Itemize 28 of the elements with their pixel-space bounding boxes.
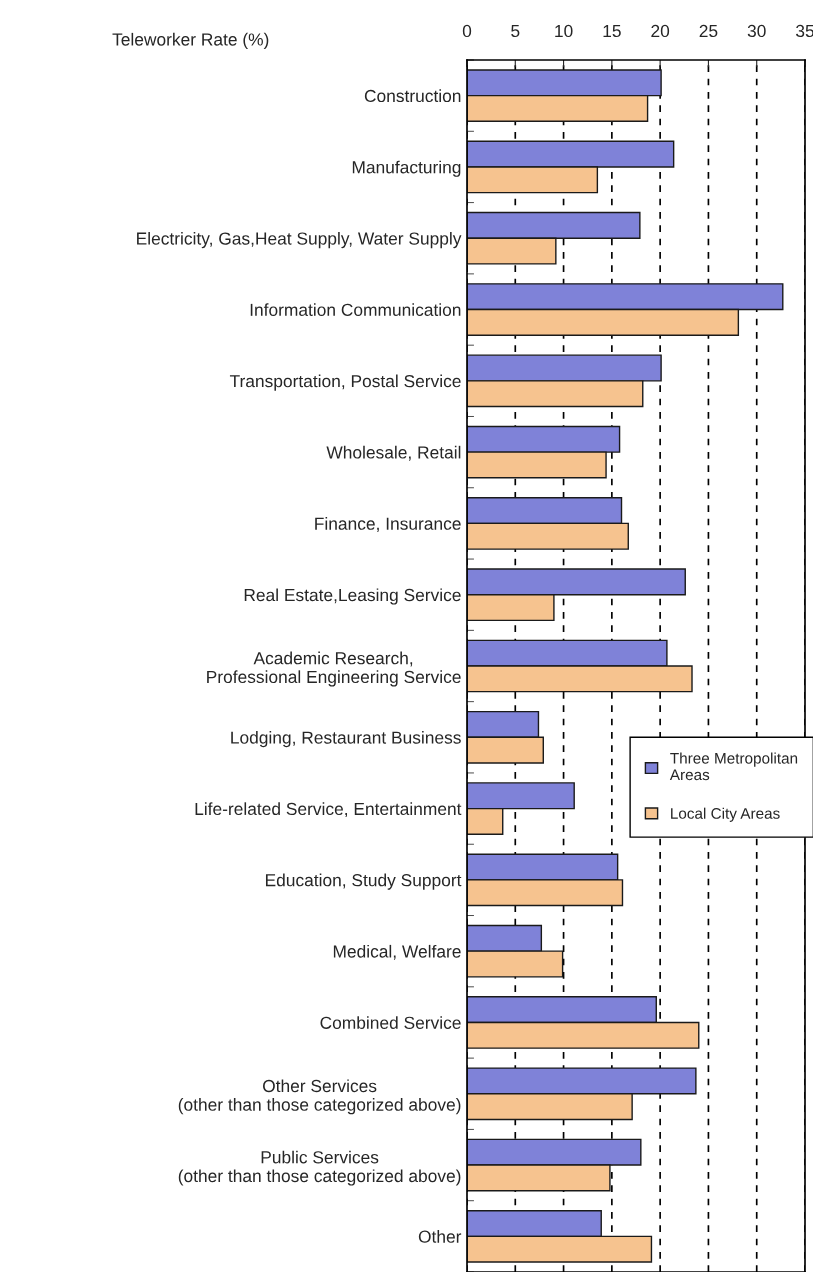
legend-label: Local City Areas <box>671 807 780 822</box>
x-tick-label: 0 <box>462 24 472 38</box>
y-tick-label: Combined Service <box>320 1016 461 1029</box>
x-tick-label: 35 <box>796 24 813 38</box>
x-tick-label: 5 <box>511 25 520 38</box>
x-tick-label: 15 <box>603 25 621 38</box>
x-tick-label: 20 <box>651 24 670 38</box>
y-tick-label: Transportation, Postal Service <box>229 374 461 391</box>
y-tick-label: Academic Research, Professional Engineering Service <box>207 651 461 687</box>
y-tick-label: Lodging, Restaurant Business <box>231 731 461 748</box>
y-tick-label: Construction <box>364 89 461 103</box>
y-tick-label: Manufacturing <box>352 160 461 177</box>
x-axis-title: Teleworker Rate (%) <box>112 32 269 50</box>
y-tick-label: Other <box>418 1230 462 1243</box>
y-tick-label: Finance, Insurance <box>315 517 461 532</box>
y-tick-label: Wholesale, Retail <box>326 445 461 461</box>
legend-label: Three Metropolitan Areas <box>669 752 798 781</box>
x-tick-label: 10 <box>555 24 573 38</box>
y-tick-label: Medical, Welfare <box>333 944 461 960</box>
y-tick-label: Education, Study Support <box>265 873 462 890</box>
y-tick-label: Life-related Service, Entertainment <box>195 802 462 818</box>
y-tick-label: Real Estate,Leasing Service <box>244 588 461 605</box>
y-tick-label: Information Communication <box>250 303 461 316</box>
x-tick-label: 30 <box>747 24 766 38</box>
y-tick-label: Public Services (other than those categorized above) <box>178 1150 461 1186</box>
x-tick-label: 25 <box>699 24 718 38</box>
y-tick-label: Other Services (other than those categorized above) <box>178 1079 461 1115</box>
y-tick-label: Electricity, Gas,Heat Supply, Water Supply <box>137 231 462 249</box>
